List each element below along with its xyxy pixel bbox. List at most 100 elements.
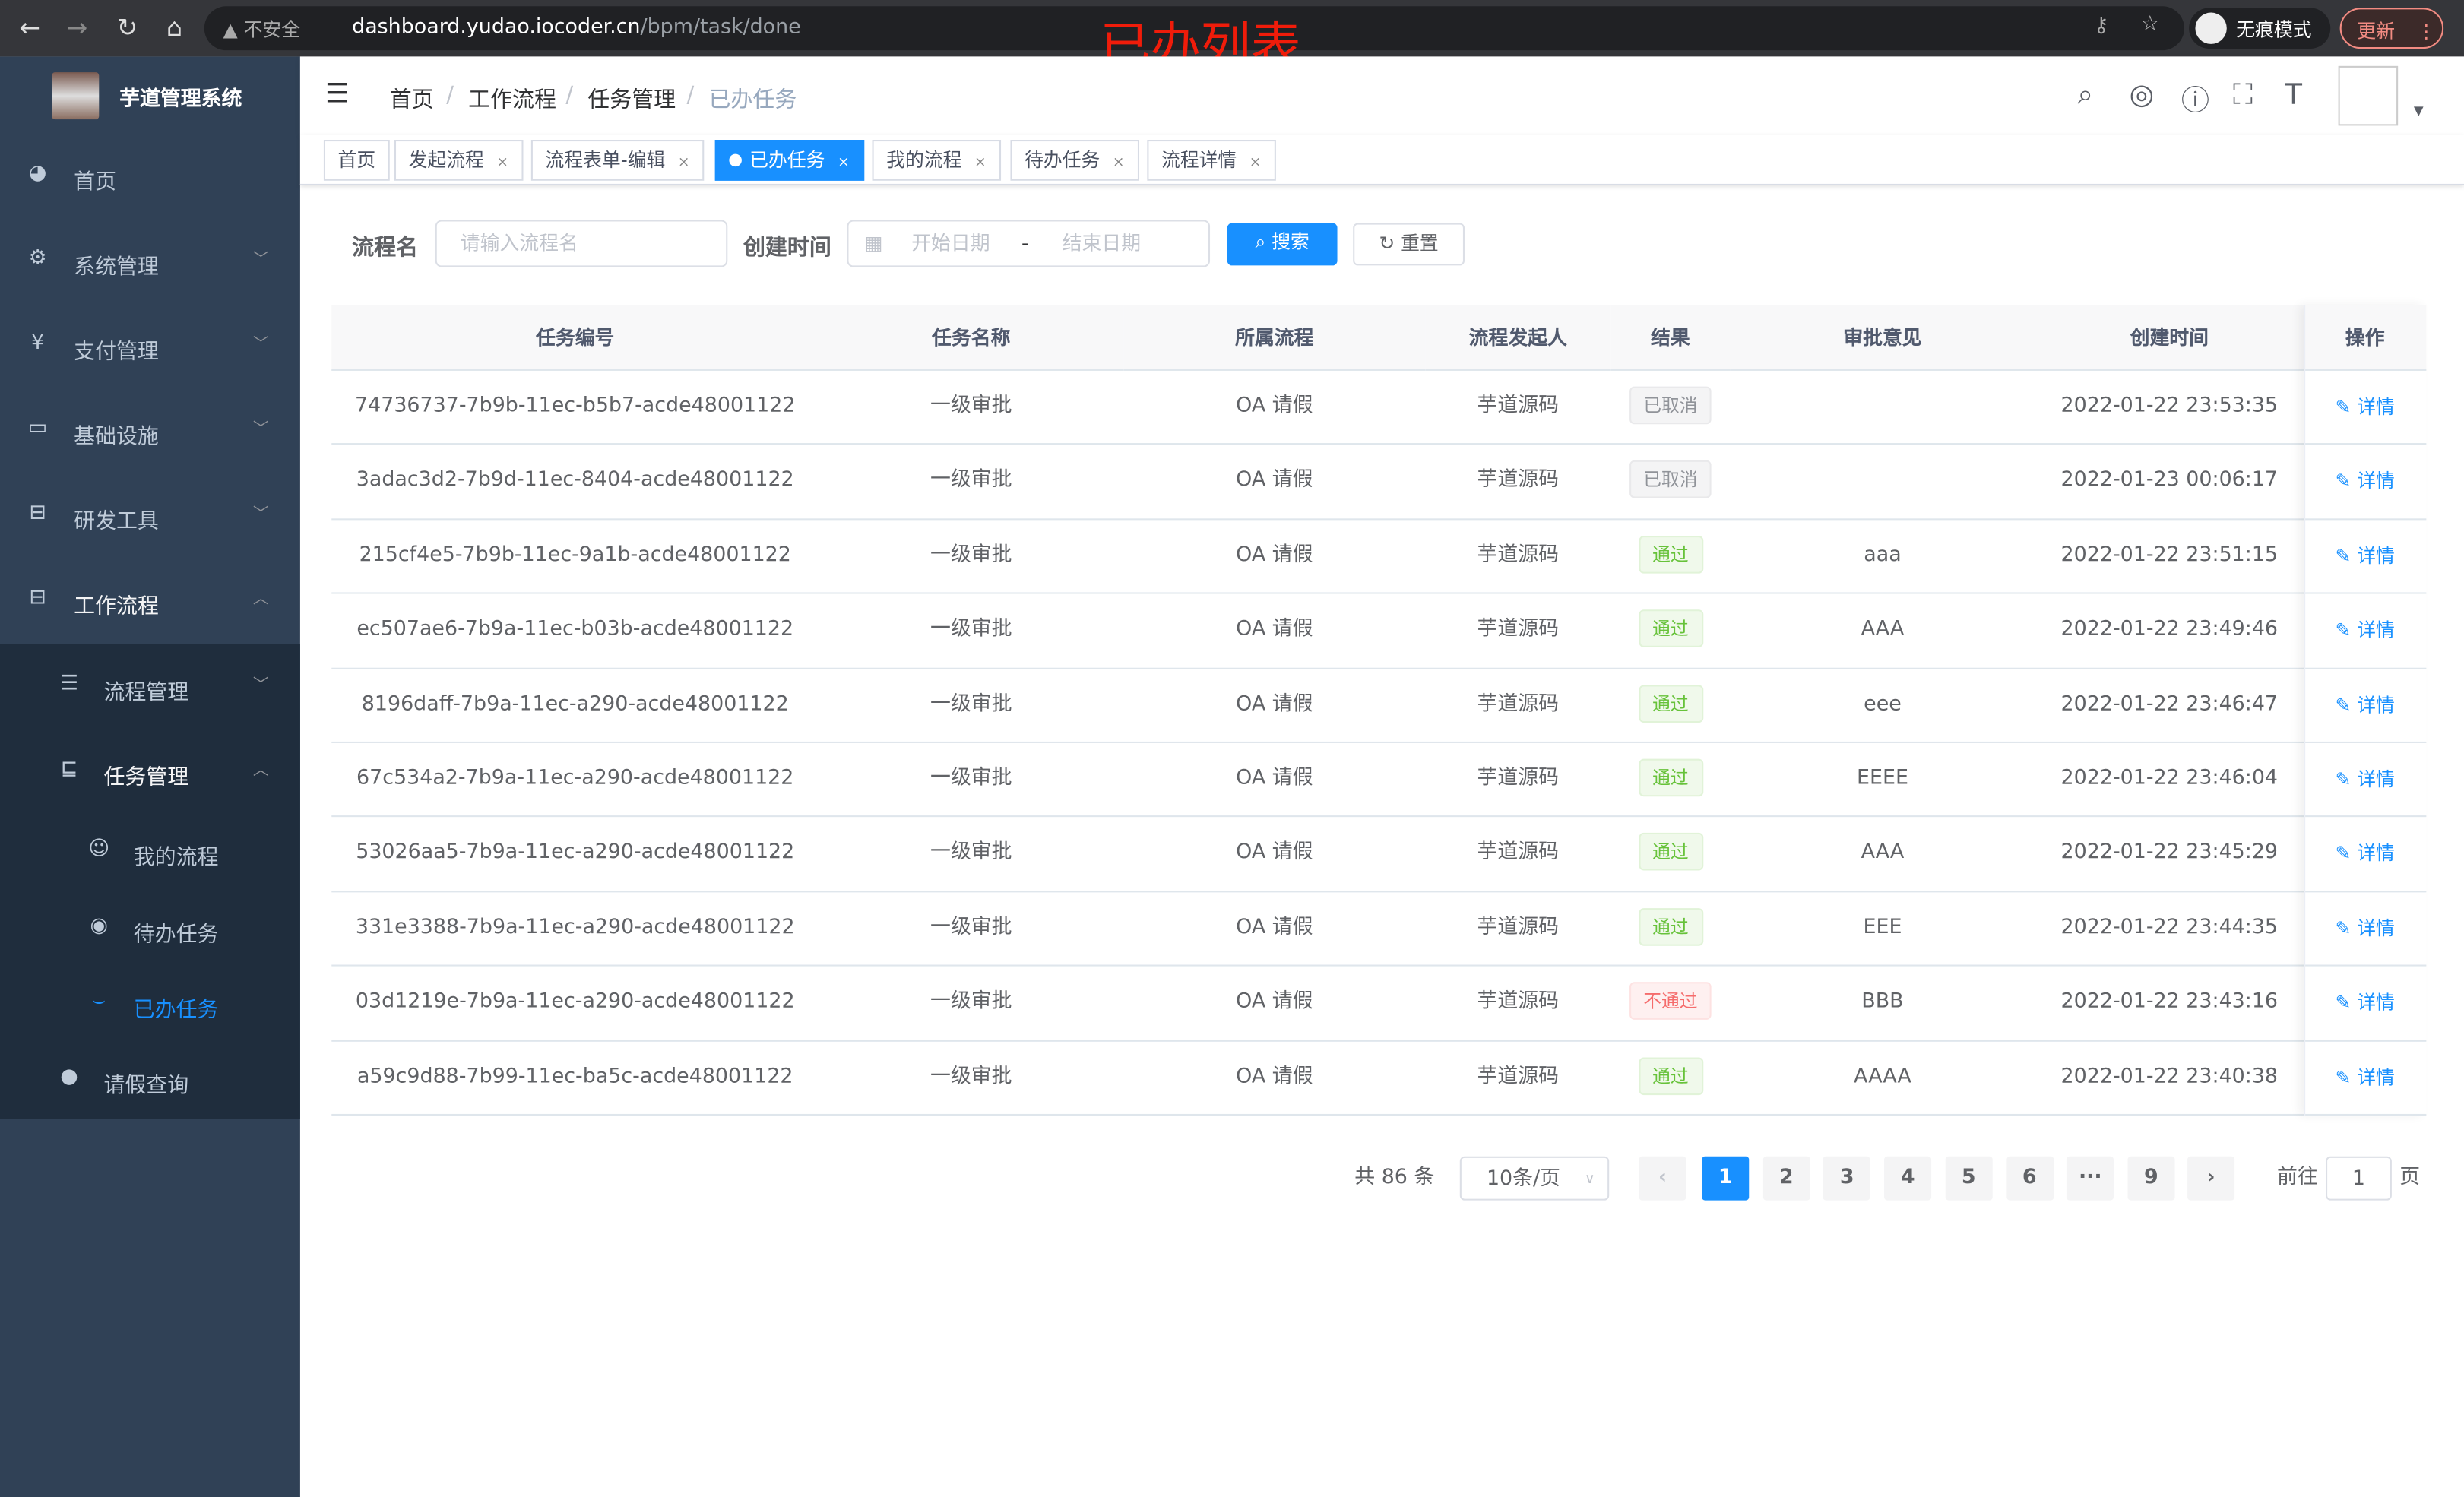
home-icon[interactable]: ⌂	[166, 12, 183, 43]
cell-time: 2022-01-22 23:53:35	[2035, 371, 2304, 443]
detail-link[interactable]: 详情	[2357, 470, 2395, 492]
tag-done-tasks[interactable]: 已办任务 ×	[714, 140, 864, 181]
avatar[interactable]	[2338, 65, 2399, 126]
process-name-input[interactable]: 请输入流程名	[435, 220, 728, 267]
sidebar-item-todo[interactable]: ◉ 待办任务	[0, 888, 300, 973]
cell-text: 2022-01-22 23:44:35	[2060, 915, 2279, 940]
detail-button[interactable]: ✎ 详情	[2304, 1041, 2426, 1113]
sidebar-item-workflow[interactable]: ⊟ 工作流程 ︿	[0, 559, 300, 644]
sidebar-item-process-manage[interactable]: ☰ 流程管理 ﹀	[0, 646, 300, 731]
sidebar-item-done[interactable]: ⌣ 已办任务	[0, 963, 300, 1048]
page-button[interactable]: 3	[1823, 1156, 1871, 1201]
cell-process: OA 请假	[1123, 892, 1425, 964]
sidebar-item-my-process[interactable]: ☺ 我的流程	[0, 811, 300, 896]
detail-link[interactable]: 详情	[2357, 768, 2395, 791]
cell-starter: 芋道源码	[1425, 1041, 1610, 1113]
detail-link[interactable]: 详情	[2357, 694, 2395, 716]
sidebar-item-task-manage[interactable]: ⊑ 任务管理 ︿	[0, 730, 300, 815]
detail-button[interactable]: ✎ 详情	[2304, 371, 2426, 443]
sidebar-item-infra[interactable]: ▭ 基础设施 ﹀	[0, 390, 300, 475]
page-button[interactable]: 5	[1945, 1156, 1993, 1201]
page-button[interactable]: 9	[2127, 1156, 2175, 1201]
breadcrumb-task-manage[interactable]: 任务管理	[587, 87, 676, 113]
table-row: 8196daff-7b9a-11ec-a290-acde48001122 一级审批…	[331, 669, 2427, 743]
page-button[interactable]: 4	[1884, 1156, 1932, 1201]
tag-form-edit[interactable]: 流程表单-编辑 ×	[530, 140, 705, 181]
incognito-badge[interactable]: 无痕模式	[2189, 8, 2331, 49]
detail-link[interactable]: 详情	[2357, 843, 2395, 865]
address-bar[interactable]: ▲ 不安全 dashboard.yudao.iocoder.cn/bpm/tas…	[204, 6, 2184, 51]
prev-page-button[interactable]: ‹	[1639, 1156, 1686, 1201]
sidebar-item-home[interactable]: ◕ 首页	[0, 135, 300, 220]
detail-link[interactable]: 详情	[2357, 619, 2395, 641]
detail-button[interactable]: ✎ 详情	[2304, 669, 2426, 741]
sidebar-item-system[interactable]: ⚙ 系统管理 ﹀	[0, 220, 300, 305]
breadcrumb-workflow[interactable]: 工作流程	[468, 87, 556, 113]
detail-link[interactable]: 详情	[2357, 917, 2395, 940]
detail-button[interactable]: ✎ 详情	[2304, 520, 2426, 592]
next-page-button[interactable]: ›	[2187, 1156, 2235, 1201]
sidebar-item-label: 待办任务	[133, 922, 219, 948]
reload-icon[interactable]: ↻	[116, 12, 138, 43]
page-suffix: 页	[2399, 1166, 2421, 1190]
update-label: 更新	[2357, 20, 2396, 43]
page-size-select[interactable]: 10条/页 ∨	[1459, 1156, 1610, 1201]
fullscreen-icon[interactable]: ⛶	[2233, 78, 2253, 112]
sidebar-item-label: 我的流程	[133, 845, 219, 871]
tag-todo[interactable]: 待办任务 ×	[1010, 140, 1139, 181]
page-button[interactable]: 6	[2006, 1156, 2054, 1201]
close-icon[interactable]: ×	[974, 155, 987, 172]
tag-label: 我的流程	[886, 149, 962, 172]
close-icon[interactable]: ×	[1249, 155, 1262, 172]
close-icon[interactable]: ×	[1112, 155, 1125, 172]
tag-label: 首页	[337, 149, 376, 172]
detail-button[interactable]: ✎ 详情	[2304, 818, 2426, 890]
tag-home[interactable]: 首页	[323, 140, 390, 181]
search-icon[interactable]: ⌕	[2077, 78, 2094, 112]
update-button[interactable]: 更新 ⋮	[2339, 8, 2444, 49]
goto-page-input[interactable]: 1	[2326, 1156, 2392, 1201]
key-icon[interactable]: ⚷	[2094, 14, 2109, 38]
help-icon[interactable]: ⓘ	[2181, 84, 2210, 119]
chevron-down-icon: ﹀	[252, 251, 269, 269]
detail-link[interactable]: 详情	[2357, 545, 2395, 567]
page-button[interactable]: 2	[1762, 1156, 1810, 1201]
cell-name: 一级审批	[819, 892, 1123, 964]
font-size-icon[interactable]: T	[2285, 78, 2303, 112]
close-icon[interactable]: ×	[838, 155, 850, 172]
detail-button[interactable]: ✎ 详情	[2304, 445, 2426, 517]
cell-process: OA 请假	[1123, 594, 1425, 666]
close-icon[interactable]: ×	[496, 155, 508, 172]
detail-button[interactable]: ✎ 详情	[2304, 743, 2426, 815]
tag-my-process[interactable]: 我的流程 ×	[872, 140, 1001, 181]
sidebar-item-pay[interactable]: ¥ 支付管理 ﹀	[0, 305, 300, 390]
date-range-input[interactable]: ▦ 开始日期 - 结束日期	[847, 220, 1211, 267]
close-icon[interactable]: ×	[677, 155, 690, 172]
forward-icon[interactable]: →	[66, 12, 88, 43]
tag-process-detail[interactable]: 流程详情 ×	[1147, 140, 1275, 181]
reset-button[interactable]: ↻ 重置	[1353, 223, 1465, 266]
breadcrumb-home[interactable]: 首页	[389, 87, 434, 113]
cell-text: 芋道源码	[1477, 468, 1560, 492]
page-button[interactable]: ···	[2067, 1156, 2114, 1201]
sidebar-item-leave[interactable]: ● 请假查询	[0, 1039, 300, 1124]
tag-start-process[interactable]: 发起流程 ×	[394, 140, 523, 181]
detail-link[interactable]: 详情	[2357, 1066, 2395, 1089]
github-icon[interactable]: ◎	[2129, 78, 2155, 112]
cell-id: 8196daff-7b9a-11ec-a290-acde48001122	[331, 669, 819, 741]
page-button[interactable]: 1	[1702, 1156, 1750, 1201]
sidebar-item-label: 研发工具	[74, 508, 159, 534]
sidebar-item-devtools[interactable]: ⊟ 研发工具 ﹀	[0, 474, 300, 559]
cell-text: 一级审批	[930, 394, 1012, 418]
detail-button[interactable]: ✎ 详情	[2304, 967, 2426, 1039]
detail-button[interactable]: ✎ 详情	[2304, 594, 2426, 666]
hamburger-icon[interactable]: ☰	[325, 78, 350, 110]
detail-link[interactable]: 详情	[2357, 396, 2395, 418]
cell-text: AAA	[1861, 617, 1905, 641]
search-button[interactable]: ⌕ 搜索	[1227, 223, 1338, 266]
caret-down-icon[interactable]: ▼	[2413, 103, 2424, 119]
back-icon[interactable]: ←	[19, 12, 41, 43]
detail-button[interactable]: ✎ 详情	[2304, 892, 2426, 964]
star-icon[interactable]: ☆	[2140, 12, 2159, 36]
detail-link[interactable]: 详情	[2357, 992, 2395, 1014]
